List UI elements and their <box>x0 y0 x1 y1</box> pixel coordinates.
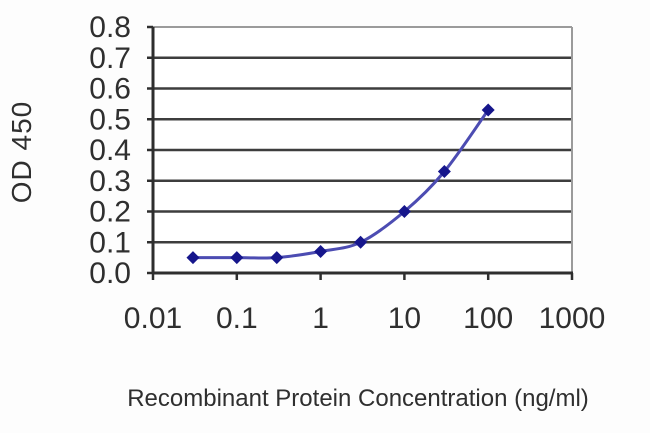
x-tick-label: 100 <box>463 302 513 335</box>
y-tick-label: 0.7 <box>89 42 131 75</box>
data-point-marker <box>437 165 451 179</box>
x-tick-label: 1 <box>312 302 329 335</box>
data-point-marker <box>230 251 244 265</box>
x-tick-label: 0.1 <box>216 302 258 335</box>
y-axis-title: OD 450 <box>6 100 37 204</box>
y-tick-label: 0.3 <box>89 165 131 198</box>
data-point-marker <box>186 251 200 265</box>
x-axis-title: Recombinant Protein Concentration (ng/ml… <box>127 385 589 412</box>
y-tick-label: 0.1 <box>89 226 131 259</box>
data-point-marker <box>397 205 411 218</box>
y-tick-label: 0.0 <box>89 257 131 290</box>
y-tick-label: 0.5 <box>89 103 131 136</box>
data-point-marker <box>314 244 328 258</box>
data-point-marker <box>270 251 284 265</box>
y-tick-label: 0.2 <box>89 196 131 229</box>
y-tick-label: 0.4 <box>89 134 131 167</box>
x-tick-label: 0.01 <box>124 302 182 335</box>
y-tick-label: 0.6 <box>89 73 131 106</box>
x-tick-label: 1000 <box>539 302 606 335</box>
data-point-marker <box>481 103 495 117</box>
x-tick-label: 10 <box>388 302 421 335</box>
data-point-marker <box>354 235 368 249</box>
y-tick-label: 0.8 <box>89 11 131 44</box>
